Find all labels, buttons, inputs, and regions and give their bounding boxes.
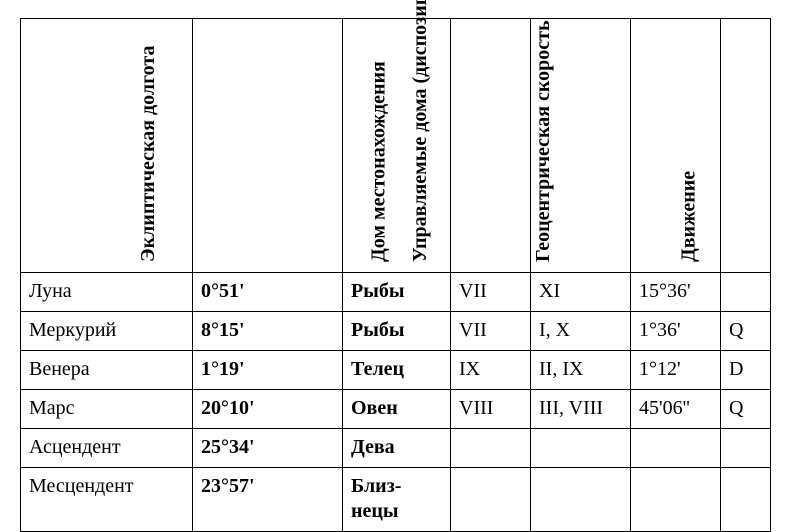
cell-sign: Рыбы (343, 273, 451, 312)
cell-motion (721, 468, 771, 532)
table-row: Меркурий8°15'РыбыVIII, X1°36'Q (21, 312, 771, 351)
table-row: Марс20°10'ОвенVIIIIII, VIII45'06''Q (21, 390, 771, 429)
col-header-longitude: Эклиптическая долгота (193, 19, 343, 273)
page: Эклиптическая долгота Дом местонахождени… (0, 0, 790, 521)
cell-longitude: 8°15' (193, 312, 343, 351)
table-body: Луна0°51'РыбыVIIXI15°36'Меркурий8°15'Рыб… (21, 273, 771, 532)
cell-name: Месцендент (21, 468, 193, 532)
cell-house: VII (451, 312, 531, 351)
cell-speed: 1°36' (631, 312, 721, 351)
cell-longitude: 1°19' (193, 351, 343, 390)
cell-sign: Овен (343, 390, 451, 429)
col-header-longitude-label: Эклиптическая долгота (136, 46, 159, 262)
table-row: Месцендент23°57'Близ-нецы (21, 468, 771, 532)
col-header-ruled-label: Управляемые дома (диспозиции) (409, 0, 432, 262)
cell-sign: Дева (343, 429, 451, 468)
cell-motion (721, 273, 771, 312)
col-header-house-label: Дом местонахождения (367, 61, 390, 262)
col-header-speed: Геоцентрическая скорость (631, 19, 721, 273)
cell-name: Меркурий (21, 312, 193, 351)
cell-house: IX (451, 351, 531, 390)
table-header-row: Эклиптическая долгота Дом местонахождени… (21, 19, 771, 273)
cell-house: VII (451, 273, 531, 312)
cell-sign: Рыбы (343, 312, 451, 351)
cell-speed (631, 468, 721, 532)
cell-motion: Q (721, 390, 771, 429)
cell-house (451, 468, 531, 532)
cell-house: VIII (451, 390, 531, 429)
col-header-name (21, 19, 193, 273)
cell-speed (631, 429, 721, 468)
cell-ruled (531, 429, 631, 468)
cell-sign: Близ-нецы (343, 468, 451, 532)
cell-name: Марс (21, 390, 193, 429)
cell-speed: 45'06'' (631, 390, 721, 429)
col-header-speed-label: Геоцентрическая скорость (532, 20, 555, 262)
col-header-house: Дом местонахождения (451, 19, 531, 273)
cell-motion: Q (721, 312, 771, 351)
cell-longitude: 25°34' (193, 429, 343, 468)
cell-longitude: 0°51' (193, 273, 343, 312)
cell-ruled: XI (531, 273, 631, 312)
cell-ruled: II, IX (531, 351, 631, 390)
astro-table: Эклиптическая долгота Дом местонахождени… (20, 18, 771, 532)
cell-ruled: I, X (531, 312, 631, 351)
cell-sign: Телец (343, 351, 451, 390)
cell-ruled (531, 468, 631, 532)
col-header-motion-label: Движение (677, 171, 700, 262)
cell-ruled: III, VIII (531, 390, 631, 429)
table-row: Луна0°51'РыбыVIIXI15°36' (21, 273, 771, 312)
cell-house (451, 429, 531, 468)
cell-longitude: 20°10' (193, 390, 343, 429)
table-row: Венера1°19'ТелецIXII, IX1°12'D (21, 351, 771, 390)
table-row: Асцендент25°34'Дева (21, 429, 771, 468)
cell-motion: D (721, 351, 771, 390)
cell-speed: 15°36' (631, 273, 721, 312)
cell-name: Асцендент (21, 429, 193, 468)
cell-longitude: 23°57' (193, 468, 343, 532)
cell-speed: 1°12' (631, 351, 721, 390)
col-header-sign (343, 19, 451, 273)
cell-name: Луна (21, 273, 193, 312)
col-header-motion: Движение (721, 19, 771, 273)
cell-name: Венера (21, 351, 193, 390)
cell-motion (721, 429, 771, 468)
